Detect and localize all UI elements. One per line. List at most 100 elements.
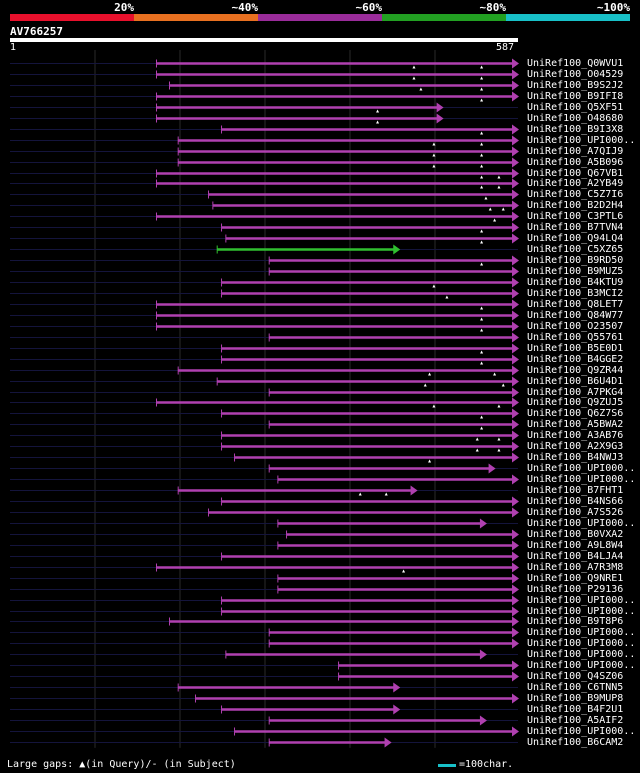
- hit-arrow-head: [512, 69, 519, 80]
- hit-arrow-head: [512, 551, 519, 562]
- hit-arrow-head: [512, 255, 519, 266]
- query-gap-marker: [480, 328, 484, 332]
- hit-label[interactable]: UniRef100_A3AB76: [527, 429, 624, 441]
- query-gap-marker: [423, 383, 427, 387]
- hit-label[interactable]: UniRef100_Q67VB1: [527, 167, 624, 179]
- query-gap-marker: [480, 240, 484, 244]
- hit-label[interactable]: UniRef100_A5BWA2: [527, 418, 624, 430]
- query-gap-marker: [445, 295, 449, 299]
- legend-label-40: ~40%: [231, 1, 259, 14]
- hit-label[interactable]: UniRef100_C3PTL6: [527, 210, 624, 222]
- hit-arrow-head: [512, 157, 519, 168]
- query-gap-marker: [480, 153, 484, 157]
- hit-label[interactable]: UniRef100_A7S526: [527, 506, 624, 518]
- query-gap-marker: [432, 404, 436, 408]
- query-gap-marker: [497, 185, 501, 189]
- hit-label[interactable]: UniRef100_C5XZ65: [527, 243, 624, 255]
- hit-label[interactable]: UniRef100_UPI000..: [527, 462, 636, 474]
- hit-label[interactable]: UniRef100_P29136: [527, 583, 624, 595]
- hit-arrow-head: [436, 102, 444, 113]
- hit-arrow-head: [512, 91, 519, 102]
- hit-label[interactable]: UniRef100_B5E0D1: [527, 342, 624, 354]
- hit-label[interactable]: UniRef100_B9RD50: [527, 254, 624, 266]
- hit-label[interactable]: UniRef100_B7TVN4: [527, 221, 624, 233]
- hit-label[interactable]: UniRef100_B9I3X8: [527, 123, 624, 135]
- hit-label[interactable]: UniRef100_O23507: [527, 320, 624, 332]
- hit-label[interactable]: UniRef100_UPI000..: [527, 594, 636, 606]
- hit-label[interactable]: UniRef100_C5Z7I6: [527, 188, 624, 200]
- hit-label[interactable]: UniRef100_A9L8W4: [527, 539, 624, 551]
- hit-arrow-head: [512, 496, 519, 507]
- hit-label[interactable]: UniRef100_Q9ZUJ5: [527, 396, 624, 408]
- hit-label[interactable]: UniRef100_B4GGE2: [527, 353, 624, 365]
- hit-label[interactable]: UniRef100_B2D2H4: [527, 199, 624, 211]
- hit-label[interactable]: UniRef100_A7QIJ9: [527, 145, 624, 157]
- hit-arrow-head: [479, 649, 487, 660]
- hit-label[interactable]: UniRef100_A7PKG4: [527, 386, 624, 398]
- hit-arrow-head: [512, 660, 519, 671]
- hit-label[interactable]: UniRef100_B0VXA2: [527, 528, 624, 540]
- query-gap-marker: [480, 76, 484, 80]
- hit-arrow-head: [512, 562, 519, 573]
- hit-label[interactable]: UniRef100_UPI000..: [527, 626, 636, 638]
- query-gap-marker: [428, 459, 432, 463]
- hit-label[interactable]: UniRef100_O48680: [527, 112, 624, 124]
- hit-label[interactable]: UniRef100_B4NWJ3: [527, 451, 624, 463]
- hit-label[interactable]: UniRef100_Q94LQ4: [527, 232, 624, 244]
- hit-label[interactable]: UniRef100_UPI000..: [527, 134, 636, 146]
- hit-label[interactable]: UniRef100_UPI000..: [527, 517, 636, 529]
- query-gap-marker: [412, 76, 416, 80]
- hit-label[interactable]: UniRef100_C6TNN5: [527, 681, 624, 693]
- hit-label[interactable]: UniRef100_Q55761: [527, 331, 624, 343]
- hit-label[interactable]: UniRef100_UPI000..: [527, 648, 636, 660]
- hit-label[interactable]: UniRef100_UPI000..: [527, 473, 636, 485]
- query-gap-marker: [428, 372, 432, 376]
- query-gap-marker: [432, 142, 436, 146]
- hit-arrow-head: [512, 529, 519, 540]
- hit-label[interactable]: UniRef100_Q6Z7S6: [527, 407, 624, 419]
- hit-arrow-head: [512, 288, 519, 299]
- hit-label[interactable]: UniRef100_B9S2J2: [527, 79, 624, 91]
- hit-label[interactable]: UniRef100_Q8LET7: [527, 298, 624, 310]
- hit-label[interactable]: UniRef100_A5B096: [527, 156, 624, 168]
- hit-label[interactable]: UniRef100_UPI000..: [527, 659, 636, 671]
- hit-label[interactable]: UniRef100_UPI000..: [527, 605, 636, 617]
- hit-label[interactable]: UniRef100_B3MCI2: [527, 287, 624, 299]
- query-gap-marker: [475, 448, 479, 452]
- hit-label[interactable]: UniRef100_B9IFI8: [527, 90, 624, 102]
- query-gap-marker: [480, 98, 484, 102]
- hit-label[interactable]: UniRef100_B9MUP8: [527, 692, 624, 704]
- query-gap-marker: [402, 569, 406, 573]
- query-gap-marker: [497, 404, 501, 408]
- hit-label[interactable]: UniRef100_B4NS66: [527, 495, 624, 507]
- hit-label[interactable]: UniRef100_B9MUZ5: [527, 265, 624, 277]
- hit-label[interactable]: UniRef100_B9T8P6: [527, 615, 624, 627]
- hit-label[interactable]: UniRef100_B6U4D1: [527, 375, 624, 387]
- hit-label[interactable]: UniRef100_B4KTU9: [527, 276, 624, 288]
- hit-label[interactable]: UniRef100_Q0WVU1: [527, 57, 624, 69]
- hit-label[interactable]: UniRef100_A2YB49: [527, 177, 624, 189]
- query-gap-marker: [480, 164, 484, 168]
- legend-segment-40: [134, 14, 258, 21]
- hit-label[interactable]: UniRef100_Q9ZR44: [527, 364, 624, 376]
- hit-label[interactable]: UniRef100_Q5XF51: [527, 101, 624, 113]
- hit-label[interactable]: UniRef100_Q4SZ06: [527, 670, 624, 682]
- hit-arrow-head: [512, 299, 519, 310]
- hit-label[interactable]: UniRef100_Q84W77: [527, 309, 624, 321]
- hit-arrow-head: [512, 354, 519, 365]
- hit-label[interactable]: UniRef100_A5AIF2: [527, 714, 624, 726]
- hit-label[interactable]: UniRef100_B4F2U1: [527, 703, 624, 715]
- hit-label[interactable]: UniRef100_UPI000..: [527, 725, 636, 737]
- hit-arrow-head: [512, 310, 519, 321]
- hit-label[interactable]: UniRef100_B4LJA4: [527, 550, 624, 562]
- hit-label[interactable]: UniRef100_UPI000..: [527, 637, 636, 649]
- hit-arrow-head: [512, 178, 519, 189]
- hit-label[interactable]: UniRef100_Q9NRE1: [527, 572, 624, 584]
- query-gap-marker: [493, 218, 497, 222]
- hit-label[interactable]: UniRef100_B7FHT1: [527, 484, 624, 496]
- hit-label[interactable]: UniRef100_B6CAM2: [527, 736, 624, 748]
- hit-label[interactable]: UniRef100_A2X9G3: [527, 440, 624, 452]
- hit-arrow-head: [512, 726, 519, 737]
- hit-label[interactable]: UniRef100_A7R3M8: [527, 561, 624, 573]
- hit-label[interactable]: UniRef100_O04529: [527, 68, 624, 80]
